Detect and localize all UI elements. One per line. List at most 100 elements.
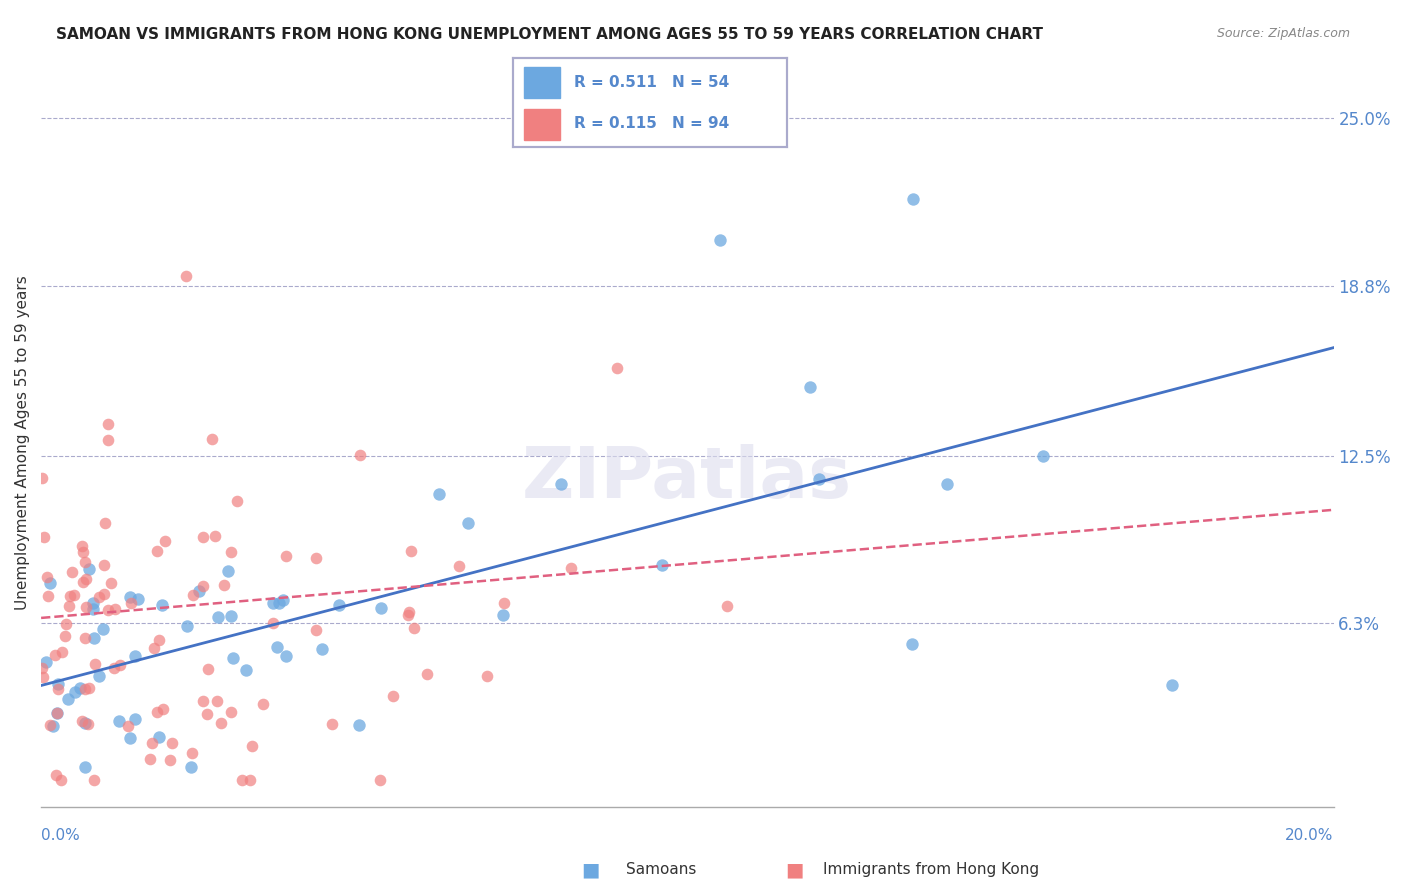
Point [100,575,122,590]
Text: 0.0%: 0.0% [41,828,80,843]
Text: Immigrants from Hong Kong: Immigrants from Hong Kong [823,863,1039,877]
Point [72,545,94,559]
Point [93,558,115,572]
Point [53,629,76,643]
Point [328,598,350,612]
Point [87,591,110,605]
Point [382,689,405,703]
Text: 20.0%: 20.0% [1285,828,1333,843]
Point [191,580,214,594]
Point [935,477,957,491]
Bar [524,109,560,140]
Point [153,534,176,549]
Point [63,588,86,602]
Point [39,576,62,591]
Point [180,747,202,761]
Point [37,570,59,584]
Point [48,682,70,697]
Point [45,706,67,720]
Point [31,471,53,485]
Point [120,591,142,605]
Point [82,596,104,610]
Point [70,714,93,728]
Point [56,692,79,706]
Point [370,600,392,615]
Point [222,651,245,665]
Point [311,641,333,656]
Point [97,417,120,431]
Point [93,516,115,530]
Point [120,596,142,610]
Point [84,657,107,672]
Text: ■: ■ [581,860,600,880]
Point [207,610,229,624]
Text: ZIPatlas: ZIPatlas [522,444,852,513]
Point [447,559,470,574]
Point [49,773,72,788]
Point [550,476,572,491]
Point [398,605,420,619]
Point [321,717,343,731]
Point [560,561,582,575]
Point [492,596,515,610]
Point [402,621,425,635]
Point [159,753,181,767]
Point [75,572,97,586]
Point [187,584,209,599]
Point [174,268,197,283]
Point [235,663,257,677]
Point [87,669,110,683]
Point [349,448,371,462]
Point [79,562,101,576]
Point [60,565,83,579]
Point [124,712,146,726]
Point [193,530,215,544]
Point [217,564,239,578]
Point [107,714,129,728]
Point [73,682,96,697]
Point [399,543,422,558]
Point [55,616,77,631]
Point [38,718,60,732]
Point [416,667,439,681]
Point [146,544,169,558]
Point [152,701,174,715]
Point [35,655,58,669]
Point [75,599,97,614]
Point [305,623,328,637]
Point [212,578,235,592]
Point [606,361,628,376]
Point [219,608,242,623]
Text: Samoans: Samoans [626,863,696,877]
Point [51,644,73,658]
Text: N = 94: N = 94 [672,117,730,131]
Point [901,637,924,651]
Point [219,705,242,719]
Point [69,681,91,696]
Point [231,773,253,788]
Point [108,657,131,672]
Point [31,669,53,683]
Point [1032,449,1054,463]
Point [45,768,67,782]
Point [716,599,738,613]
Point [492,608,515,623]
Point [91,622,114,636]
Text: ■: ■ [785,860,804,880]
Point [160,735,183,749]
Point [72,574,94,589]
Point [191,694,214,708]
Point [77,717,100,731]
Point [127,592,149,607]
Point [252,698,274,712]
Point [42,719,65,733]
Point [143,641,166,656]
Point [799,380,821,394]
Point [83,773,105,788]
Text: Source: ZipAtlas.com: Source: ZipAtlas.com [1216,27,1350,40]
Point [274,649,297,664]
Point [176,619,198,633]
Point [31,661,53,675]
Point [209,715,232,730]
Point [427,487,450,501]
